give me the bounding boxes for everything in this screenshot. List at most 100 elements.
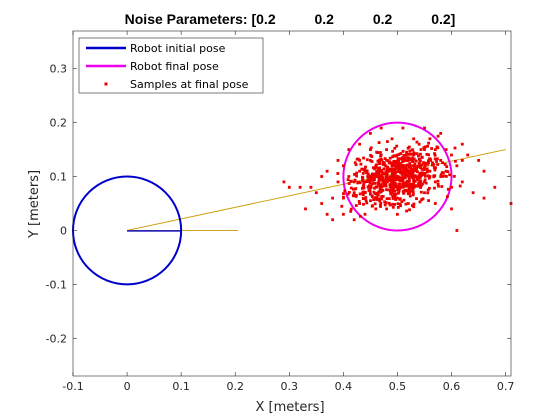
sample-point [400,157,404,161]
sample-point [331,218,334,222]
sample-point [370,182,374,186]
sample-point [377,180,381,184]
sample-point [369,192,372,196]
sample-point [376,193,380,197]
sample-point [411,186,415,190]
y-tick-label: 0.2 [50,117,68,130]
sample-point [436,157,439,161]
sample-point [409,152,413,156]
sample-point [367,189,371,192]
sample-point [353,178,357,182]
sample-point [392,168,396,172]
sample-point [362,182,366,186]
sample-point [340,204,344,208]
sample-point [439,132,443,135]
sample-point [354,204,358,207]
sample-point [450,185,453,189]
chart-title: Noise Parameters: [0.2 0.2 0.2 0.2] [125,11,456,27]
sample-point [448,173,451,177]
sample-point [396,169,400,173]
sample-point [392,173,396,177]
sample-point [325,212,329,216]
sample-point [396,196,399,200]
sample-point [361,193,365,196]
sample-point [423,163,427,167]
sample-point [381,178,385,182]
sample-point [388,156,392,160]
sample-point [416,170,419,174]
sample-point [439,159,443,162]
sample-point [407,171,410,175]
x-tick-label: 0.2 [226,380,244,393]
sample-point [375,163,378,167]
sample-point [385,148,388,151]
sample-point [368,181,372,185]
sample-point [351,187,355,191]
sample-point [370,160,374,163]
sample-point [408,183,412,186]
sample-point [388,167,392,171]
sample-point [400,173,404,176]
sample-point [399,165,403,168]
sample-point [408,208,411,212]
sample-point [376,166,380,170]
sample-point [391,202,395,206]
sample-point [422,146,426,150]
sample-point [391,205,395,209]
sample-point [390,169,394,172]
y-tick-label: -0.2 [46,332,67,345]
sample-point [369,184,373,188]
sample-point [395,162,399,165]
sample-point [390,188,393,191]
sample-point [450,153,453,157]
sample-point [426,174,430,178]
sample-point [402,154,406,157]
sample-point [422,168,426,172]
sample-point [403,157,407,160]
sample-point [411,170,415,174]
sample-point [477,159,480,162]
sample-point [287,185,291,189]
sample-point [436,146,440,150]
sample-point [373,196,377,200]
sample-point [394,154,398,158]
sample-point [366,175,370,178]
sample-point [358,202,361,205]
sample-point [383,203,387,207]
sample-point [384,184,388,188]
sample-point [407,186,411,190]
final-pose-circle [342,121,453,232]
sample-point [359,162,363,166]
sample-point [415,197,418,200]
sample-point [336,180,340,184]
sample-point [365,169,369,173]
sample-point [400,200,404,204]
sample-point [355,171,358,175]
sample-point [420,155,424,159]
sample-point [369,154,372,157]
sample-point [378,178,382,182]
sample-point [378,184,381,188]
sample-point [401,160,404,163]
sample-point [454,159,457,163]
sample-point [404,189,407,192]
sample-point [425,170,429,174]
sample-point [373,172,377,176]
sample-point [387,161,391,165]
sample-point [381,176,384,179]
sample-point [418,158,421,161]
sample-point [364,196,368,199]
sample-point [365,180,369,183]
sample-point [408,149,412,153]
sample-point [471,191,475,195]
sample-point [364,199,368,203]
sample-point [379,154,382,158]
sample-point [358,192,362,196]
sample-point [392,189,395,193]
sample-point [361,185,365,188]
sample-point [383,157,387,160]
sample-point [453,146,457,150]
sample-point [379,183,383,187]
sample-point [399,204,402,208]
